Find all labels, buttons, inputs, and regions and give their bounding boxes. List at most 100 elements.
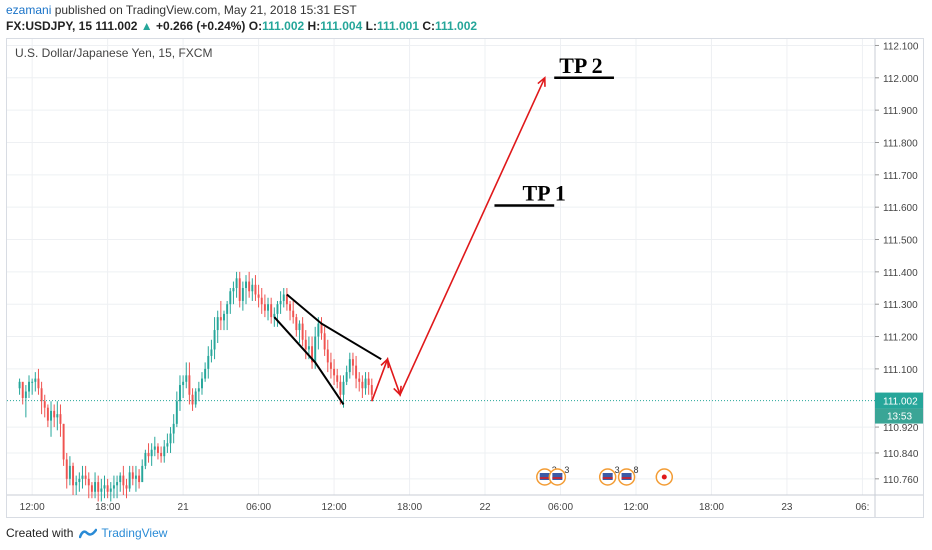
high-label: H: — [307, 19, 321, 33]
tradingview-brand: TradingView — [101, 526, 168, 540]
candle-body — [119, 475, 122, 483]
candle-body — [204, 368, 207, 379]
candle-body — [257, 294, 260, 298]
tp1-label: TP 1 — [522, 181, 565, 206]
close-value: 111.002 — [435, 19, 478, 33]
projection-arrow-path — [371, 77, 546, 402]
candle-body — [182, 381, 185, 386]
candle-body — [263, 304, 266, 311]
candle-body — [323, 333, 326, 350]
candle-body — [56, 414, 59, 418]
candle-body — [251, 284, 254, 292]
candle-body — [72, 465, 75, 486]
x-tick-label: 23 — [781, 502, 793, 513]
candle-body — [166, 443, 169, 447]
candle-body — [43, 401, 46, 408]
candle-body — [24, 391, 27, 398]
candle-body — [106, 485, 109, 492]
candle-body — [37, 378, 40, 389]
chart-panel[interactable]: 112.100 112.000 111.900 111.800 111.700 111.6… — [6, 38, 924, 518]
candle-body — [87, 478, 90, 486]
symbol-label: FX:USDJPY, 15 — [6, 19, 93, 33]
candle-body — [125, 485, 128, 489]
candle-body — [304, 339, 307, 350]
candle-body — [270, 304, 273, 318]
candle-body — [345, 372, 348, 382]
x-tick-label: 12:00 — [20, 502, 45, 513]
y-tick-label: 112.100 — [883, 41, 919, 52]
candle-body — [160, 452, 163, 457]
us-flag-icon — [621, 473, 632, 480]
candle-body — [235, 278, 238, 289]
tradingview-link[interactable]: TradingView — [79, 526, 167, 540]
candle-body — [216, 317, 219, 331]
x-tick-label: 06: — [855, 502, 869, 513]
candle-body — [175, 401, 178, 424]
created-with-label: Created with — [6, 526, 74, 540]
candle-body — [298, 323, 301, 331]
countdown-tag — [875, 408, 923, 424]
candle-body — [65, 459, 68, 479]
candle-body — [364, 378, 367, 389]
arrowhead-icon — [537, 76, 546, 87]
x-tick-label: 18:00 — [95, 502, 120, 513]
candle-body — [116, 482, 119, 486]
candle-body — [314, 336, 317, 363]
candle-body — [282, 294, 285, 301]
candle-body — [348, 359, 351, 373]
candle-body — [197, 388, 200, 392]
candle-body — [185, 375, 188, 382]
wedge-upper-line — [286, 293, 382, 361]
up-arrow-icon: ▲ — [140, 19, 153, 33]
candle-body — [53, 410, 56, 418]
event-count: 3 — [564, 465, 569, 475]
candle-body — [339, 381, 342, 395]
us-flag-icon — [602, 473, 613, 480]
candle-body — [178, 385, 181, 402]
tradingview-logo-icon — [79, 528, 98, 539]
candle-body — [333, 368, 336, 376]
candle-body — [320, 323, 323, 334]
candle-body — [326, 349, 329, 363]
candle-body — [131, 472, 134, 479]
y-tick-label: 111.300 — [883, 300, 918, 311]
candle-body — [194, 391, 197, 405]
close-label: C: — [422, 19, 436, 33]
chart-title: U.S. Dollar/Japanese Yen, 15, FXCM — [15, 46, 212, 60]
candle-body — [289, 304, 292, 311]
event-count: 8 — [634, 465, 639, 475]
candle-body — [370, 385, 373, 395]
candle-body — [238, 278, 241, 301]
y-tick-label: 110.760 — [883, 475, 919, 486]
us-flag-icon — [539, 473, 550, 480]
y-tick-label: 111.400 — [883, 268, 918, 279]
footer: Created with TradingView — [6, 526, 167, 540]
x-tick-label: 21 — [178, 502, 190, 513]
candle-body — [213, 330, 216, 350]
event-count: 3 — [615, 465, 620, 475]
candle-body — [138, 475, 141, 483]
publish-info: published on TradingView.com, May 21, 20… — [51, 3, 357, 17]
candle-body — [59, 414, 62, 424]
candle-body — [329, 362, 332, 369]
price-chart[interactable]: 112.100 112.000 111.900 111.800 111.700 111.6… — [7, 39, 923, 517]
candle-body — [191, 394, 194, 405]
author-link[interactable]: ezamani — [6, 3, 52, 17]
candle-body — [97, 482, 100, 492]
candle-body — [156, 446, 159, 453]
candle-body — [153, 446, 156, 450]
y-tick-label: 110.920 — [883, 423, 919, 434]
candle-body — [223, 313, 225, 321]
candle-body — [301, 323, 304, 340]
event-dot-icon — [661, 474, 667, 480]
tp2-label: TP 2 — [559, 53, 602, 78]
y-tick-label: 111.200 — [883, 333, 918, 344]
candle-body — [150, 449, 153, 457]
open-value: 111.002 — [262, 19, 305, 33]
y-tick-label: 112.000 — [883, 74, 919, 85]
candle-body — [68, 465, 71, 479]
candle-body — [163, 446, 166, 457]
y-tick-label: 110.840 — [883, 449, 919, 460]
candle-body — [307, 346, 310, 350]
candle-body — [295, 317, 298, 331]
